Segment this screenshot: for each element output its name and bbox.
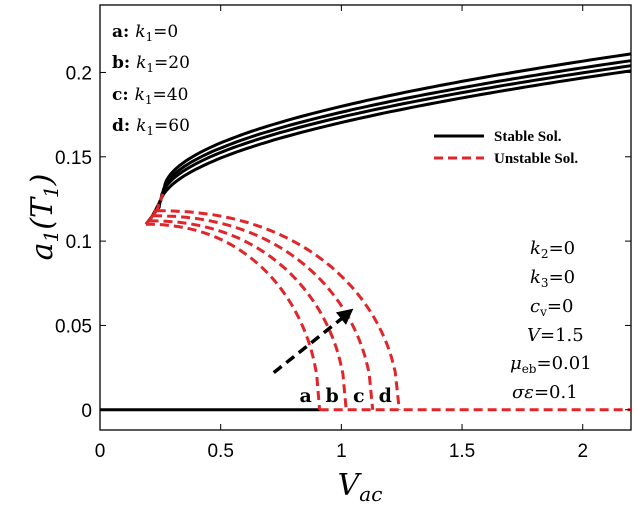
unstable-branch-d [156,209,401,410]
curve-letter-c: c [353,385,365,407]
annotation-b: b: k1=20 [112,53,190,75]
x-tick-label: 1.5 [449,441,475,462]
svg-text:a: k1=0: a: k1=0 [112,22,178,44]
y-tick-label: 0.05 [55,316,92,337]
legend: Stable Sol. Unstable Sol. [434,129,578,167]
unstable-connector-d [155,189,166,212]
trend-arrow-head [335,308,354,325]
legend-unstable-label: Unstable Sol. [494,151,578,167]
x-tick-label: 1 [336,441,347,462]
param-cv: cv=0 [530,296,573,319]
stable-branch-c [151,59,632,217]
annotation-d: d: k1=60 [112,116,190,138]
stable-branch-a [144,69,632,226]
svg-text:c: k1=40: c: k1=40 [112,85,188,107]
annotation-a: a: k1=0 [112,22,178,44]
x-tick-label: 0 [95,441,106,462]
x-tick-label: 2 [577,441,588,462]
unstable-branch-b [149,219,348,410]
stable-branch-b [148,64,632,222]
ticks-layer: 0 0.5 1 1.5 2 0 0.05 0.1 0.15 0.2 [55,5,631,462]
stable-branch-d [155,52,632,212]
svg-text:b: k1=20: b: k1=20 [112,53,190,75]
y-tick-label: 0 [81,401,92,422]
annotation-a-letter: a [112,22,123,42]
curve-letter-a: a [299,385,311,407]
curve-letter-d: d [379,385,392,407]
k1-annotations: a: k1=0 b: k1=20 c: k1=40 d: k1=60 [112,22,190,138]
y-axis-label: a1(T1) [25,174,63,261]
unstable-branch-c [153,214,375,410]
x-axis-label: Vac [338,468,383,506]
param-k3: k3=0 [530,267,575,290]
curves-layer [100,52,632,412]
y-tick-label: 0.15 [55,148,92,169]
svg-text:d: k1=60: d: k1=60 [112,116,190,138]
param-mueb: μeb=0.01 [510,353,592,376]
param-v: V=1.5 [527,325,584,346]
legend-stable-label: Stable Sol. [494,129,562,145]
y-tick-label: 0.2 [66,63,92,84]
parameters-list: k2=0 k3=0 cv=0 V=1.5 μeb=0.01 σε=0.1 [510,238,592,403]
plot-frame [99,4,632,431]
unstable-branch-a [145,222,322,410]
param-sigma-eps: σε=0.1 [512,382,578,403]
y-tick-label: 0.1 [66,232,92,253]
param-k2: k2=0 [530,238,575,261]
x-tick-label: 0.5 [207,441,233,462]
curve-letter-b: b [326,385,339,407]
annotation-c: c: k1=40 [112,85,188,107]
